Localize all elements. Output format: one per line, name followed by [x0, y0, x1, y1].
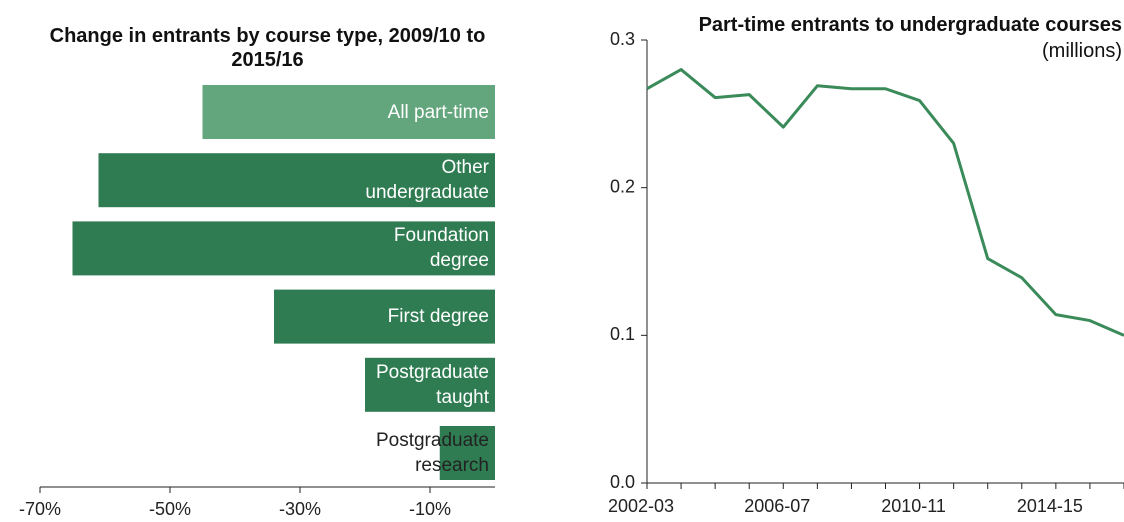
- x-tick-label: 2014-15: [1017, 496, 1083, 516]
- title-main: Part-time entrants to undergraduate cour…: [698, 14, 1122, 36]
- bar-label: First degree: [387, 306, 489, 328]
- bar: [274, 289, 495, 344]
- x-tick-label: -50%: [149, 499, 191, 519]
- x-tick-label: 2006-07: [744, 496, 810, 516]
- bar: [98, 153, 495, 208]
- y-tick-label: 0.3: [610, 29, 635, 49]
- bar-chart-title: Change in entrants by course type, 2009/…: [49, 25, 486, 71]
- y-tick-label: 0.2: [610, 176, 635, 196]
- bar: [202, 85, 495, 139]
- bar-label: All part-time: [387, 101, 489, 123]
- x-tick-label: -70%: [19, 499, 61, 519]
- line-chart-title: Part-time entrants to undergraduate cour…: [690, 12, 1122, 64]
- bar-label: Postgraduate taught: [375, 361, 489, 408]
- bar: [365, 357, 495, 412]
- bar-label: Foundation degree: [393, 225, 489, 272]
- bar-label: Other undergraduate: [365, 157, 489, 204]
- x-tick-label: 2002-03: [608, 496, 674, 516]
- bar-label: Postgraduate research: [375, 430, 489, 476]
- bar: [439, 426, 495, 480]
- x-tick-label: -30%: [279, 499, 321, 519]
- x-tick-label: -10%: [409, 499, 451, 519]
- y-tick-label: 0.0: [610, 472, 635, 492]
- y-tick-label: 0.1: [610, 324, 635, 344]
- line-series: [646, 68, 1124, 337]
- bar: [72, 221, 495, 276]
- x-tick-label: 2010-11: [881, 496, 946, 516]
- title-unit: (millions): [1042, 40, 1122, 62]
